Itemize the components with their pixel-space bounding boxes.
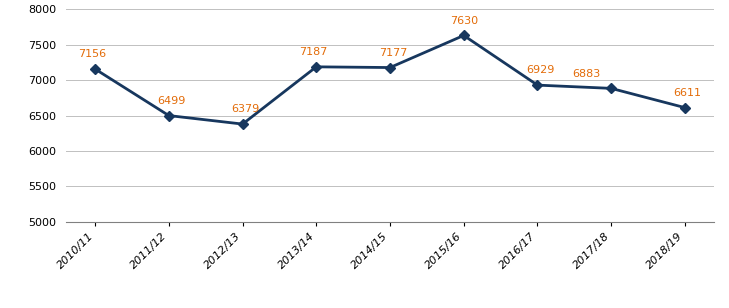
- Text: 6379: 6379: [231, 104, 260, 114]
- Text: 6611: 6611: [674, 88, 702, 98]
- Text: 7630: 7630: [450, 16, 477, 26]
- Text: 6929: 6929: [526, 65, 555, 75]
- Text: 7187: 7187: [300, 47, 328, 57]
- Text: 6883: 6883: [572, 69, 600, 79]
- Text: 7177: 7177: [378, 48, 407, 58]
- Text: 6499: 6499: [157, 96, 186, 106]
- Text: 7156: 7156: [78, 49, 106, 59]
